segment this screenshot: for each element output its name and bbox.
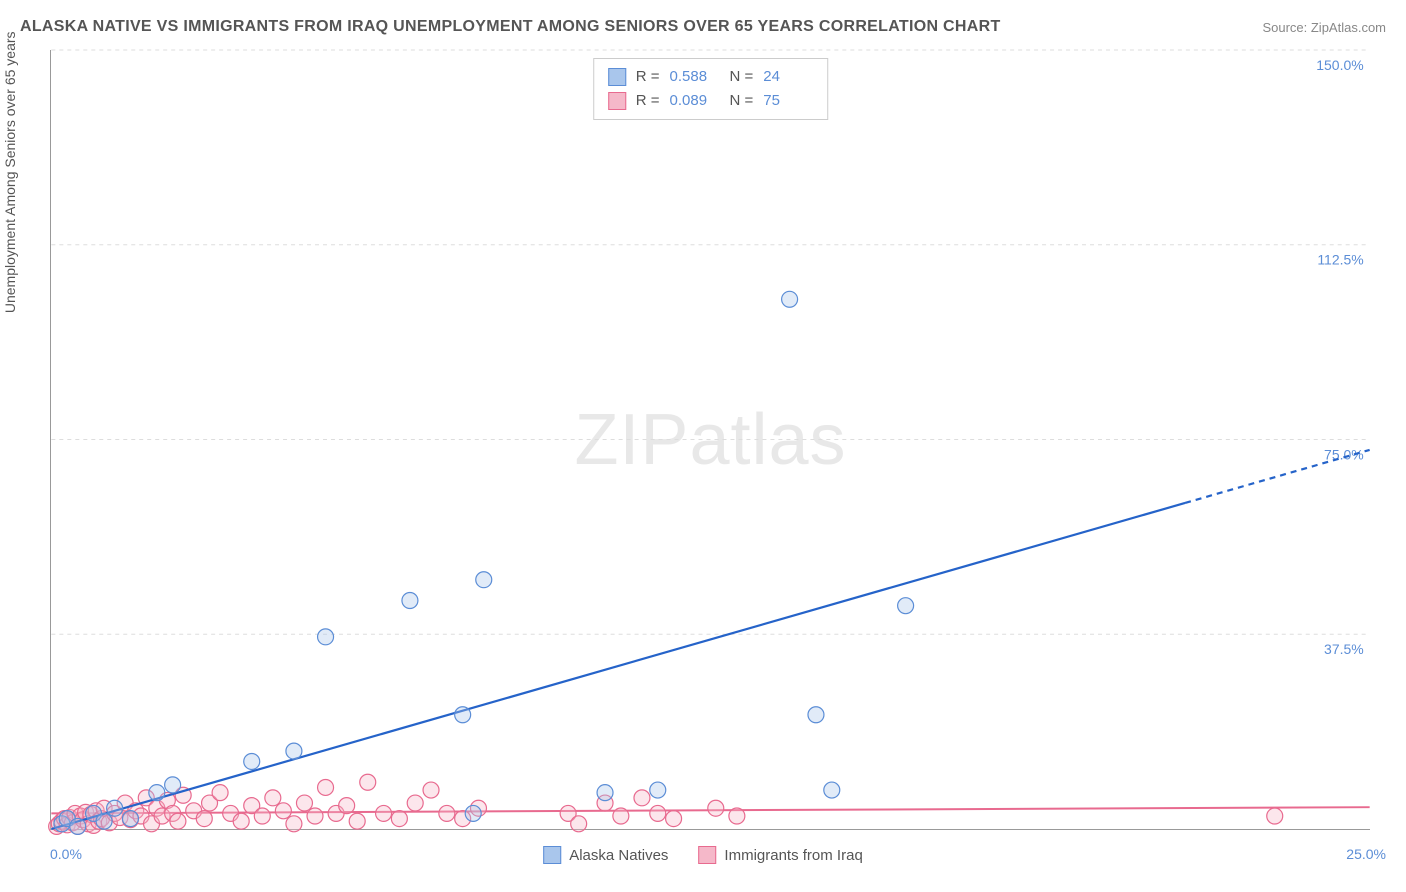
plot-svg: 37.5% 75.0% 112.5% 150.0% <box>51 50 1370 829</box>
x-axis-max-label: 25.0% <box>1346 846 1386 862</box>
legend-label-1: Alaska Natives <box>569 847 668 864</box>
legend-item-1: Alaska Natives <box>543 846 668 864</box>
svg-text:75.0%: 75.0% <box>1324 446 1364 462</box>
svg-text:150.0%: 150.0% <box>1316 57 1363 73</box>
bottom-legend: Alaska Natives Immigrants from Iraq <box>543 846 863 864</box>
svg-text:37.5%: 37.5% <box>1324 641 1364 657</box>
legend-swatch-2 <box>698 846 716 864</box>
source-label: Source: ZipAtlas.com <box>1262 20 1386 35</box>
chart-plot-area: ZIPatlas R = 0.588 N = 24 R = 0.089 N = … <box>50 50 1370 830</box>
legend-label-2: Immigrants from Iraq <box>724 847 862 864</box>
svg-text:112.5%: 112.5% <box>1317 252 1363 268</box>
chart-title: ALASKA NATIVE VS IMMIGRANTS FROM IRAQ UN… <box>20 18 1001 36</box>
x-axis-min-label: 0.0% <box>50 846 82 862</box>
legend-swatch-1 <box>543 846 561 864</box>
y-axis-label: Unemployment Among Seniors over 65 years <box>2 31 18 313</box>
legend-item-2: Immigrants from Iraq <box>698 846 862 864</box>
